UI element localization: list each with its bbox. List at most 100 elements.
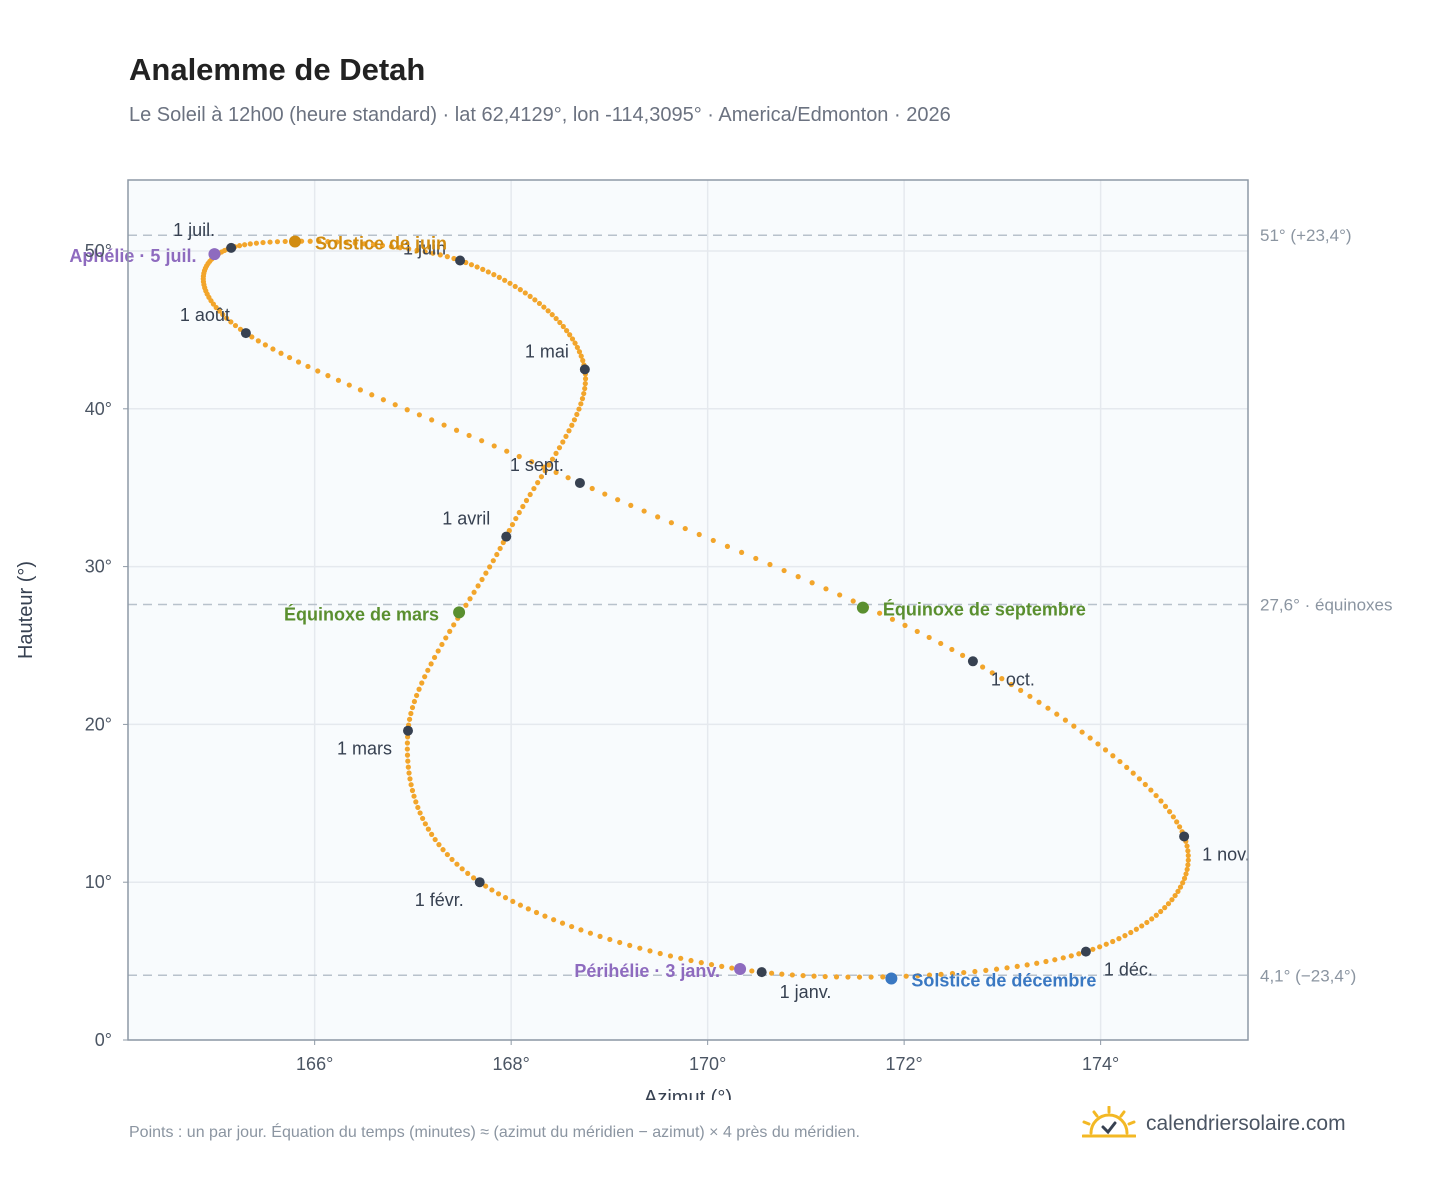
daily-sun-dot: [1153, 912, 1159, 918]
daily-sun-dot: [480, 266, 486, 272]
daily-sun-dot: [379, 242, 386, 249]
daily-sun-dot: [429, 417, 435, 423]
daily-sun-dot: [1060, 955, 1066, 961]
daily-sun-dot: [710, 537, 716, 544]
daily-sun-dot: [407, 776, 413, 782]
daily-sun-dot: [549, 312, 555, 318]
y-tick-label: 30°: [85, 557, 112, 577]
daily-sun-dot: [422, 674, 428, 680]
daily-sun-dot: [416, 412, 422, 418]
daily-sun-dot: [262, 342, 268, 348]
x-axis-label: Azimut (°): [644, 1087, 732, 1100]
daily-sun-dot: [545, 308, 551, 314]
daily-sun-dot: [361, 241, 367, 247]
daily-sun-dot: [454, 861, 460, 867]
daily-sun-dot: [213, 304, 219, 311]
brand[interactable]: calendriersolaire.com: [1082, 1104, 1346, 1144]
date-markers: 1 janv. 1 févr. 1 mars 1 avril 1 mai 1 juin 1 …: [69, 220, 1249, 1002]
daily-sun-dot: [417, 810, 423, 816]
month-label: 1 juil.: [173, 220, 215, 240]
daily-sun-dot: [295, 359, 302, 365]
daily-sun-dot: [1183, 871, 1189, 877]
daily-sun-dot: [1102, 747, 1109, 753]
daily-sun-dot: [404, 740, 410, 746]
daily-sun-dot: [811, 973, 817, 979]
month-marker: [1179, 831, 1190, 842]
daily-sun-dot: [406, 716, 413, 722]
daily-sun-dot: [520, 503, 526, 510]
daily-sun-dot: [565, 475, 571, 481]
daily-sun-dot: [1139, 923, 1145, 929]
y-tick-label: 0°: [95, 1030, 112, 1050]
daily-sun-dot: [557, 319, 563, 326]
daily-sun-dot: [444, 254, 450, 260]
daily-sun-dot: [823, 586, 829, 592]
daily-sun-dot: [1110, 753, 1116, 759]
month-marker: [474, 877, 485, 888]
daily-sun-dot: [1117, 758, 1123, 765]
daily-sun-dot: [541, 304, 547, 310]
daily-sun-dot: [282, 238, 288, 245]
daily-sun-dot: [405, 764, 411, 770]
daily-sun-dot: [696, 531, 702, 538]
month-marker: [1080, 946, 1091, 957]
daily-sun-dot: [491, 272, 497, 278]
daily-sun-dot: [914, 628, 920, 635]
daily-sun-dot: [249, 334, 255, 340]
daily-sun-dot: [242, 242, 248, 248]
daily-sun-dot: [502, 277, 508, 283]
daily-sun-dot: [628, 502, 634, 508]
daily-sun-dot: [470, 875, 477, 881]
daily-sun-dot: [729, 965, 735, 971]
daily-sun-dot: [411, 793, 417, 799]
daily-sun-dot: [1036, 699, 1042, 705]
daily-sun-dot: [579, 396, 586, 402]
event-marker: [453, 606, 466, 619]
daily-sun-dot: [223, 315, 230, 321]
daily-sun-dot: [413, 799, 419, 805]
daily-sun-dot: [1095, 741, 1101, 747]
month-marker: [226, 242, 237, 253]
daily-sun-dot: [972, 968, 978, 975]
daily-sun-dot: [553, 469, 559, 475]
daily-sun-dot: [1177, 824, 1183, 830]
daily-sun-dot: [483, 883, 489, 889]
daily-sun-dot: [560, 323, 566, 330]
daily-sun-dot: [370, 242, 377, 248]
daily-sun-dot: [453, 427, 460, 433]
daily-sun-dot: [678, 955, 684, 961]
daily-sun-dot: [228, 319, 234, 325]
daily-sun-dot: [1158, 908, 1164, 915]
daily-sun-dot: [551, 917, 557, 923]
daily-sun-dot: [637, 945, 643, 951]
month-label: 1 mai: [525, 341, 569, 361]
daily-sun-dot: [538, 474, 545, 480]
daily-sun-dot: [889, 616, 896, 622]
daily-sun-dot: [525, 906, 531, 912]
daily-sun-dot: [468, 262, 475, 268]
reference-line-label: 27,6° · équinoxes: [1260, 595, 1393, 614]
daily-sun-dot: [1148, 787, 1154, 793]
daily-sun-dot: [409, 787, 416, 794]
daily-sun-dot: [260, 239, 266, 246]
daily-sun-dot: [1177, 884, 1184, 890]
daily-sun-dot: [541, 464, 547, 470]
daily-sun-dot: [1185, 857, 1191, 863]
daily-sun-dot: [325, 373, 331, 379]
daily-sun-dot: [475, 583, 481, 589]
daily-sun-dot: [502, 895, 509, 901]
daily-sun-dot: [949, 970, 956, 977]
daily-sun-dot: [1158, 798, 1164, 804]
daily-sun-dot: [307, 238, 313, 244]
daily-sun-dot: [444, 851, 450, 858]
x-tick-label: 168°: [493, 1054, 530, 1074]
daily-sun-dot: [510, 898, 516, 905]
event-marker: [289, 235, 302, 248]
daily-sun-dot: [414, 247, 420, 253]
daily-sun-dot: [564, 327, 570, 334]
daily-sun-dot: [1133, 926, 1139, 932]
daily-sun-dot: [578, 353, 584, 359]
event-label: Solstice de juin: [315, 234, 447, 254]
daily-sun-dot: [236, 243, 243, 249]
daily-sun-dot: [286, 354, 293, 361]
